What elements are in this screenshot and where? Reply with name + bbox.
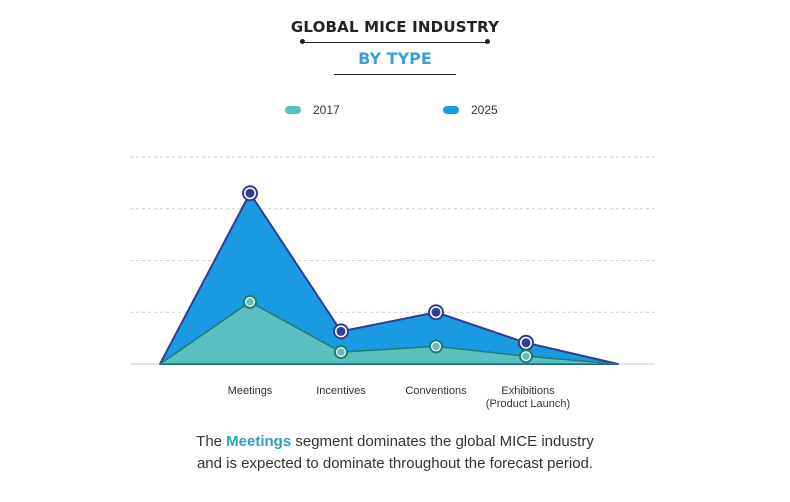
underline-dot-right (485, 39, 490, 44)
point-2017 (246, 298, 254, 306)
caption-prefix: The (196, 433, 227, 450)
x-tick-label: Conventions (405, 385, 467, 397)
caption-line-1: The Meetings segment dominates the globa… (0, 431, 790, 453)
legend-label-2017: 2017 (313, 103, 340, 117)
point-2025 (245, 188, 255, 198)
point-2025 (521, 338, 531, 348)
point-2017 (522, 352, 530, 361)
title-underline (300, 39, 490, 44)
point-2017 (337, 348, 345, 356)
x-tick-label: Exhibitions (501, 385, 555, 397)
point-2017 (432, 342, 440, 351)
legend-item-2025: 2025 (443, 103, 498, 117)
point-2025 (431, 307, 441, 317)
underline-dot-left (300, 39, 305, 44)
point-2025 (336, 326, 346, 336)
chart-title: GLOBAL MICE INDUSTRY (290, 18, 500, 36)
legend-item-2017: 2017 (285, 103, 340, 117)
chart-caption: The Meetings segment dominates the globa… (0, 431, 790, 475)
caption-line-1-rest: segment dominates the global MICE indust… (291, 433, 594, 450)
x-tick-label: Meetings (228, 385, 273, 397)
legend-swatch-2017 (285, 106, 301, 114)
chart-legend: 2017 2025 (0, 103, 790, 123)
legend-label-2025: 2025 (471, 103, 498, 117)
x-tick-label: Incentives (316, 385, 366, 397)
caption-line-2: and is expected to dominate throughout t… (196, 455, 594, 472)
x-tick-label: (Product Launch) (486, 398, 570, 410)
caption-highlight: Meetings (226, 433, 292, 450)
subtitle-underline (334, 74, 456, 75)
chart-header: GLOBAL MICE INDUSTRY BY TYPE (0, 18, 790, 75)
legend-swatch-2025 (443, 106, 459, 114)
chart-subtitle: BY TYPE (358, 49, 432, 68)
area-chart: Meetings Incentives Conventions Exhibitions… (130, 156, 655, 410)
